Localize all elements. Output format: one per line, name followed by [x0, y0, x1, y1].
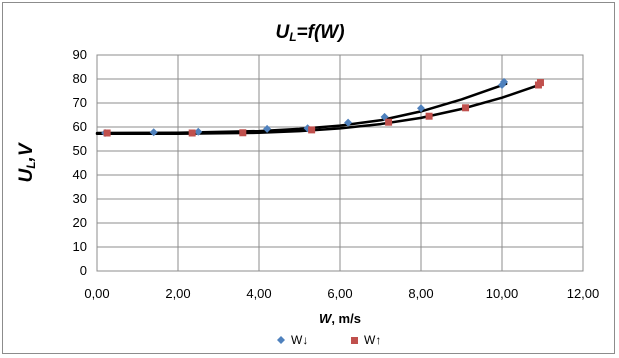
x-tick-label: 4,00	[246, 286, 271, 301]
data-point-w-down	[344, 118, 353, 127]
data-point-w-down	[194, 127, 203, 136]
data-point-w-up	[425, 112, 433, 120]
legend-marker-w-up	[351, 337, 358, 344]
data-point-w-down	[500, 77, 509, 86]
x-tick-label: 10,00	[486, 286, 519, 301]
y-tick-label: 90	[73, 47, 87, 62]
x-tick-label: 0,00	[84, 286, 109, 301]
data-point-w-up	[103, 129, 111, 137]
y-tick-label: 0	[80, 263, 87, 278]
data-point-w-up	[385, 118, 393, 126]
y-tick-label: 50	[73, 143, 87, 158]
trendline-series-2	[95, 82, 544, 135]
y-tick-label: 10	[73, 239, 87, 254]
chart-title: UL=f(W)	[275, 22, 344, 44]
y-tick-label: 80	[73, 71, 87, 86]
y-tick-labels: 0 10 20 30 40 50 60 70 80 90	[73, 47, 87, 278]
y-tick-label: 60	[73, 119, 87, 134]
y-tick-label: 70	[73, 95, 87, 110]
legend-label-w-down: W↓	[291, 333, 308, 347]
x-tick-labels: 0,00 2,00 4,00 6,00 8,00 10,00 12,00	[84, 286, 599, 301]
x-tick-label: 8,00	[408, 286, 433, 301]
data-point-w-up	[188, 129, 196, 137]
x-tick-label: 12,00	[567, 286, 600, 301]
x-axis-label: W, m/s	[319, 311, 361, 326]
legend: W↓ W↑	[277, 333, 381, 347]
y-tick-label: 40	[73, 167, 87, 182]
data-points	[101, 77, 544, 137]
y-tick-label: 20	[73, 215, 87, 230]
data-point-w-down	[417, 104, 425, 113]
legend-marker-w-down	[277, 336, 285, 344]
gridlines	[97, 54, 583, 271]
data-point-w-up	[308, 126, 316, 134]
x-tick-label: 6,00	[327, 286, 352, 301]
trendlines	[95, 82, 544, 135]
y-axis-label: UL,V	[16, 142, 38, 182]
data-point-w-up	[462, 104, 470, 112]
legend-label-w-up: W↑	[364, 333, 381, 347]
data-point-w-down	[149, 128, 158, 137]
data-point-w-up	[536, 79, 544, 87]
data-point-w-down	[263, 124, 272, 133]
data-point-w-up	[239, 129, 247, 137]
x-tick-label: 2,00	[165, 286, 190, 301]
y-tick-label: 30	[73, 191, 87, 206]
